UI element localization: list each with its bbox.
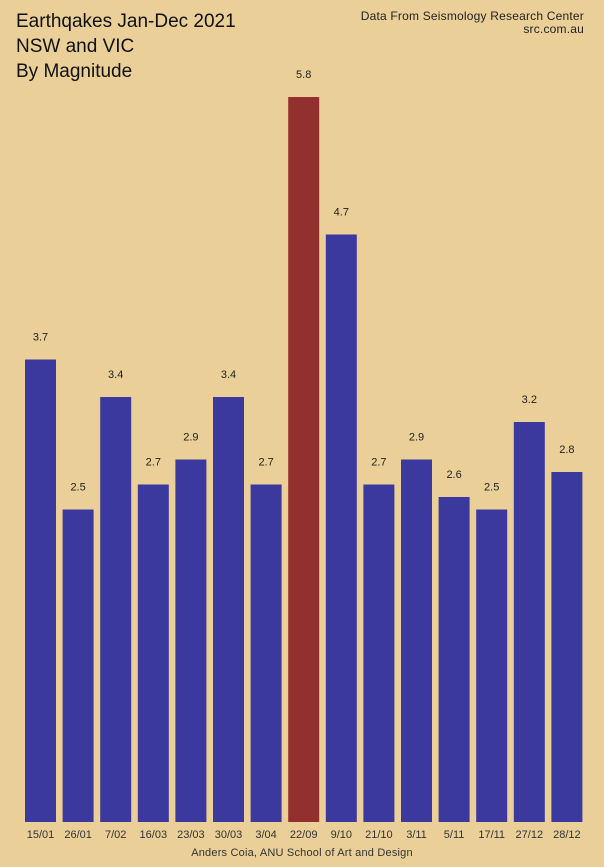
x-tick-label-28-12: 28/12 — [553, 829, 581, 841]
x-tick-label-7-02: 7/02 — [105, 829, 126, 841]
data-label-5-11: 2.6 — [446, 469, 461, 481]
author-credit: Anders Coia, ANU School of Art and Desig… — [191, 847, 413, 859]
bar-26-01 — [62, 509, 94, 822]
x-tick-label-5-11: 5/11 — [444, 829, 465, 841]
chart-title-line-3: By Magnitude — [16, 61, 133, 82]
x-tick-label-21-10: 21/10 — [365, 829, 393, 841]
chart-title: Earthqakes Jan-Dec 2021 NSW and VIC By M… — [16, 9, 236, 84]
chart-title-line-1: Earthqakes Jan-Dec 2021 — [16, 11, 236, 32]
bar-15-01 — [25, 359, 56, 822]
data-source-line-1: Data From Seismology Research Center — [360, 9, 584, 23]
x-tick-label-16-03: 16/03 — [140, 829, 168, 841]
x-tick-label-3-11: 3/11 — [406, 829, 427, 841]
bar-7-02 — [100, 397, 132, 822]
bar-3-04 — [250, 484, 282, 822]
bar-27-12 — [513, 422, 545, 822]
x-tick-label-15-01: 15/01 — [27, 829, 55, 841]
x-tick-label-9-10: 9/10 — [331, 829, 352, 841]
bar-9-10 — [325, 234, 357, 822]
data-label-9-10: 4.7 — [334, 207, 349, 219]
chart-title-line-2: NSW and VIC — [16, 36, 135, 57]
bar-22-09 — [288, 97, 320, 822]
bar-30-03 — [213, 397, 244, 822]
data-label-3-04: 2.7 — [258, 457, 273, 469]
data-label-22-09: 5.8 — [296, 69, 311, 81]
data-label-30-03: 3.4 — [221, 369, 236, 381]
x-tick-label-23-03: 23/03 — [177, 829, 205, 841]
data-label-7-02: 3.4 — [108, 369, 123, 381]
data-label-27-12: 3.2 — [522, 394, 537, 406]
data-label-21-10: 2.7 — [371, 457, 386, 469]
x-tick-label-17-11: 17/11 — [478, 829, 505, 841]
x-tick-label-26-01: 26/01 — [64, 829, 92, 841]
bar-21-10 — [363, 484, 395, 822]
bar-28-12 — [551, 472, 583, 822]
data-label-26-01: 2.5 — [70, 482, 85, 494]
bar-16-03 — [137, 484, 169, 822]
data-source-line-2: src.com.au — [523, 22, 584, 36]
data-label-15-01: 3.7 — [33, 332, 48, 344]
x-tick-label-30-03: 30/03 — [215, 829, 243, 841]
bar-5-11 — [438, 497, 470, 822]
data-label-17-11: 2.5 — [484, 482, 499, 494]
data-label-28-12: 2.8 — [559, 444, 574, 456]
data-source-note: Data From Seismology Research Center src… — [361, 10, 584, 36]
bar-3-11 — [401, 459, 432, 822]
x-tick-label-27-12: 27/12 — [516, 829, 544, 841]
data-label-23-03: 2.9 — [183, 432, 198, 444]
data-label-3-11: 2.9 — [409, 432, 424, 444]
bar-23-03 — [175, 459, 207, 822]
bar-17-11 — [476, 509, 508, 822]
data-label-16-03: 2.7 — [146, 457, 161, 469]
x-tick-label-3-04: 3/04 — [255, 829, 276, 841]
x-tick-label-22-09: 22/09 — [290, 829, 318, 841]
